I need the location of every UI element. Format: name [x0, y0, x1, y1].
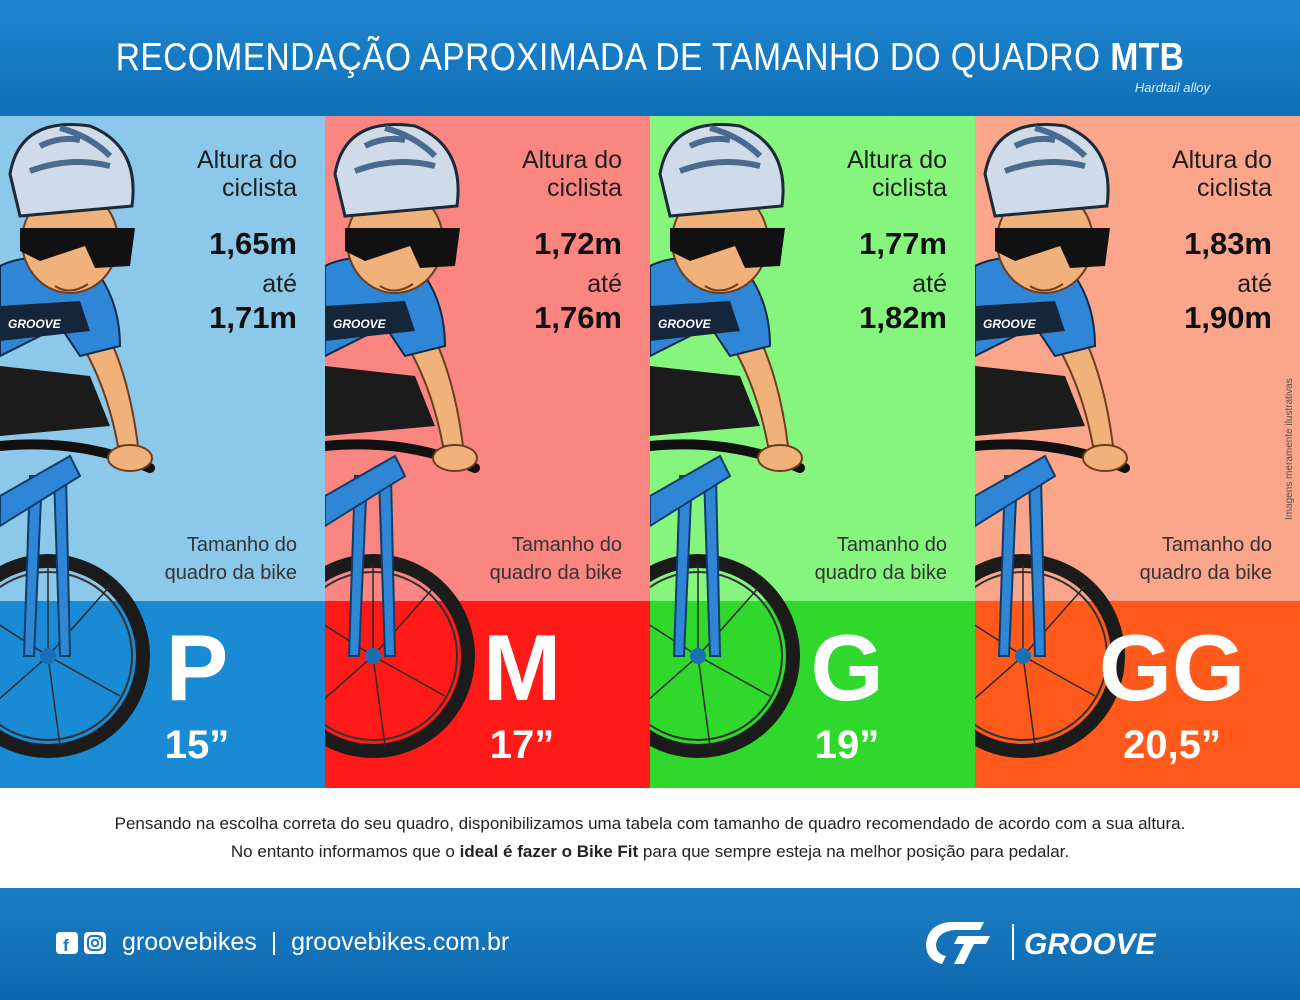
cyclist-illustration: GROOVE	[650, 123, 805, 758]
info-line-2-c: para que sempre esteja na melhor posição…	[638, 842, 1070, 861]
altura-label: Altura do ciclista	[1171, 146, 1272, 202]
svg-text:GROOVE: GROOVE	[658, 317, 712, 331]
social-icons: f	[56, 932, 106, 955]
info-text: Pensando na escolha correta do seu quadr…	[0, 788, 1300, 888]
height-min: 1,72m	[534, 226, 622, 261]
size-letter: G	[810, 615, 884, 720]
height-min: 1,77m	[859, 226, 947, 261]
svg-text:GROOVE: GROOVE	[333, 317, 387, 331]
subtitle: Hardtail alloy	[1134, 80, 1210, 95]
size-inches: 15”	[164, 723, 230, 767]
size-inches: 19”	[814, 723, 880, 767]
footer-handle[interactable]: groovebikes | groovebikes.com.br	[122, 928, 510, 956]
size-panel: GROOVE Altura do ciclista 1,72m até 1,76…	[325, 116, 650, 788]
quadro-label: Tamanho do quadro da bike	[814, 534, 947, 584]
size-letter: M	[482, 615, 562, 720]
height-max: 1,76m	[534, 300, 622, 335]
ate-label: até	[912, 270, 947, 298]
info-line-2-a: No entanto informamos que o	[230, 842, 460, 861]
instagram-icon[interactable]	[84, 932, 106, 954]
cyclist-illustration: GROOVE	[975, 123, 1130, 758]
size-letter: GG	[1098, 615, 1246, 720]
title-bold-text: MTB	[1110, 36, 1185, 79]
facebook-icon[interactable]: f	[56, 932, 78, 955]
info-line-2-bold: ideal é fazer o Bike Fit	[459, 842, 639, 861]
cyclist-illustration: GROOVE	[325, 123, 480, 758]
title-main-text: RECOMENDAÇÃO APROXIMADA DE TAMANHO DO QU…	[115, 36, 1101, 79]
size-panel: GROOVE Altura do ciclista 1,83m até 1,90…	[975, 116, 1300, 788]
size-inches: 20,5”	[1123, 723, 1221, 767]
size-letter: P	[165, 615, 229, 720]
svg-text:GROOVE: GROOVE	[983, 317, 1037, 331]
svg-text:f: f	[63, 936, 69, 954]
footer: f groovebikes | groovebikes.com.br GROOV…	[0, 888, 1300, 1000]
height-min: 1,83m	[1184, 226, 1272, 261]
height-max: 1,82m	[859, 300, 947, 335]
size-inches: 17”	[489, 723, 555, 767]
ate-label: até	[262, 270, 297, 298]
brand-name: GROOVE	[1024, 928, 1157, 961]
cyclist-illustration: GROOVE	[0, 123, 155, 758]
altura-label: Altura do ciclista	[196, 146, 297, 202]
height-max: 1,90m	[1184, 300, 1272, 335]
side-note: Imagens meramente ilustrativas	[1284, 378, 1295, 520]
altura-label: Altura do ciclista	[521, 146, 622, 202]
ate-label: até	[587, 270, 622, 298]
groove-logo: GROOVE	[920, 916, 1240, 968]
altura-label: Altura do ciclista	[846, 146, 947, 202]
info-line-1: Pensando na escolha correta do seu quadr…	[114, 814, 1186, 833]
ate-label: até	[1237, 270, 1272, 298]
page-title: RECOMENDAÇÃO APROXIMADA DE TAMANHO DO QU…	[91, 36, 1209, 80]
header-banner: RECOMENDAÇÃO APROXIMADA DE TAMANHO DO QU…	[0, 0, 1300, 116]
quadro-label: Tamanho do quadro da bike	[489, 534, 622, 584]
size-panel: GROOVE Altura do ciclista 1,77m até 1,82…	[650, 116, 975, 788]
svg-text:GROOVE: GROOVE	[8, 317, 62, 331]
info-line-2: No entanto informamos que o ideal é faze…	[0, 838, 1300, 866]
height-min: 1,65m	[209, 226, 297, 261]
size-panel: GROOVE Altura do ciclista 1,65m até 1,71…	[0, 116, 325, 788]
quadro-label: Tamanho do quadro da bike	[164, 534, 297, 584]
quadro-label: Tamanho do quadro da bike	[1139, 534, 1272, 584]
height-max: 1,71m	[209, 300, 297, 335]
